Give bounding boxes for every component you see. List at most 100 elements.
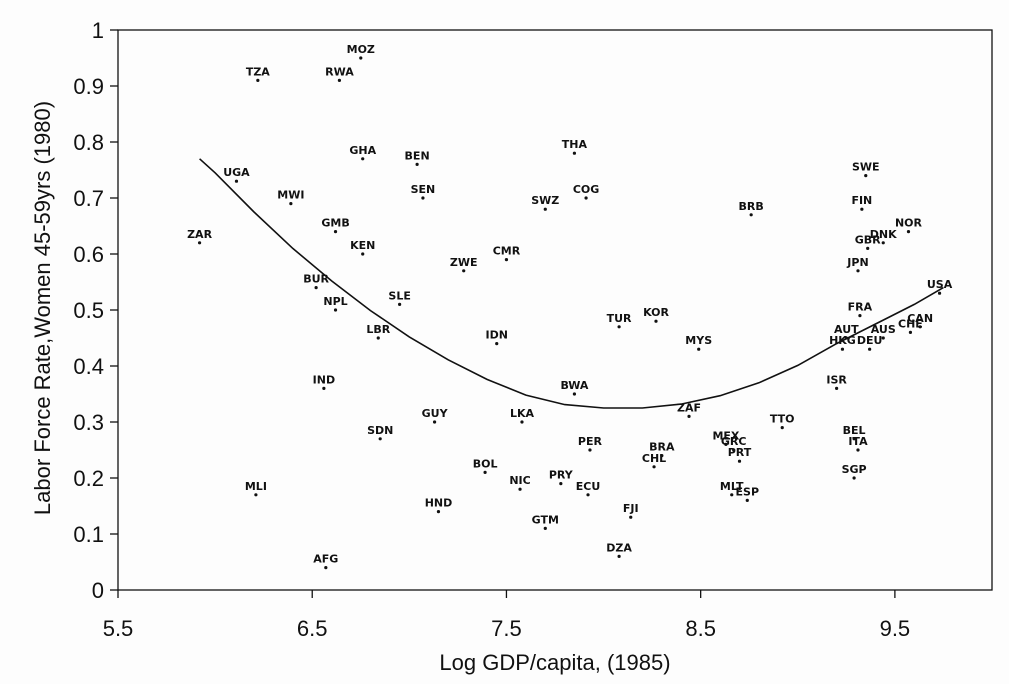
y-tick-label: 0.7	[73, 186, 104, 211]
point-label: FJI	[623, 502, 639, 515]
point-label: MWI	[277, 189, 304, 202]
point-label: DNK	[870, 228, 897, 241]
y-tick-label: 0.8	[73, 130, 104, 155]
data-point	[844, 336, 848, 340]
point-label: GUY	[422, 407, 449, 420]
point-label: SWZ	[531, 194, 559, 207]
data-point	[737, 459, 742, 463]
data-point	[314, 286, 318, 290]
data-point	[586, 493, 590, 497]
data-point	[462, 269, 466, 273]
data-point	[234, 179, 239, 183]
data-point	[745, 498, 749, 502]
point-label: PRT	[728, 446, 752, 459]
point-label: DEU	[857, 334, 883, 347]
data-point	[858, 314, 862, 318]
point-label: SWE	[852, 161, 880, 174]
x-axis: 5.5 6.5 7.5 8.5 9.5	[103, 590, 910, 641]
data-point	[866, 246, 870, 250]
point-label: BEN	[405, 149, 430, 162]
point-label: BRA	[649, 441, 675, 454]
point-label: SLE	[388, 289, 410, 302]
point-label: ISR	[826, 373, 847, 386]
data-point	[780, 426, 784, 430]
data-point	[415, 162, 419, 166]
data-point	[483, 470, 487, 474]
point-label: UGA	[223, 166, 250, 179]
data-point	[361, 252, 365, 256]
data-point	[436, 510, 441, 514]
data-point	[724, 442, 728, 446]
data-point	[732, 448, 736, 452]
data-point	[518, 487, 522, 491]
y-tick-label: 0.3	[73, 410, 104, 435]
x-tick-label: 6.5	[297, 616, 328, 641]
data-point	[504, 258, 509, 262]
data-point	[908, 330, 913, 334]
point-label: MLT	[720, 480, 744, 493]
point-label: BRB	[739, 200, 764, 213]
point-label: TZA	[246, 65, 270, 78]
y-axis: 0 0.1 0.2 0.3 0.4 0.5 0.6 0.7 0.8 0.9 1	[73, 18, 118, 603]
point-label: JPN	[846, 256, 868, 269]
point-label: AUT	[834, 323, 859, 336]
point-label: GBR	[855, 233, 881, 246]
point-label: HKG	[829, 334, 856, 347]
point-label: IDN	[486, 329, 508, 342]
point-label: ECU	[576, 480, 601, 493]
point-label: KEN	[350, 239, 375, 252]
data-point	[559, 482, 563, 486]
data-point	[398, 302, 402, 306]
data-point	[937, 291, 942, 295]
point-label: MYS	[685, 334, 712, 347]
y-tick-label: 0.4	[73, 354, 104, 379]
data-point	[864, 174, 868, 178]
data-point	[881, 241, 885, 245]
data-point	[652, 465, 656, 469]
point-label: GTM	[532, 513, 559, 526]
data-point	[856, 448, 860, 452]
point-label: SGP	[842, 463, 867, 476]
data-point	[906, 230, 911, 234]
point-label: CHL	[642, 452, 666, 465]
data-point	[289, 202, 293, 206]
y-axis-label: Labor Force Rate,Women 45-59yrs (1980)	[30, 101, 55, 515]
point-label: ZAR	[187, 228, 212, 241]
y-tick-label: 0.1	[73, 522, 104, 547]
point-label: BUR	[303, 273, 329, 286]
point-label: CMR	[493, 245, 521, 258]
data-point	[629, 515, 633, 519]
point-label: IND	[313, 373, 335, 386]
point-label: NPL	[323, 295, 347, 308]
point-label: GHA	[349, 144, 376, 157]
data-point	[324, 566, 328, 570]
point-label: BWA	[560, 379, 588, 392]
data-point	[835, 386, 839, 390]
point-label: ZWE	[450, 256, 478, 269]
data-point	[749, 213, 753, 217]
data-point	[572, 151, 577, 155]
data-point	[918, 325, 922, 329]
data-point	[333, 230, 338, 234]
data-point	[660, 454, 664, 458]
data-point	[617, 554, 621, 559]
data-point	[543, 526, 547, 531]
x-axis-label: Log GDP/capita, (1985)	[439, 650, 670, 675]
point-label: CAN	[907, 312, 933, 325]
fitted-curve	[199, 158, 944, 409]
data-point	[378, 437, 382, 441]
y-tick-label: 0.9	[73, 74, 104, 99]
point-label: PRY	[549, 469, 574, 482]
point-label: THA	[562, 138, 588, 151]
data-point	[337, 78, 342, 82]
data-point	[852, 437, 856, 441]
data-point	[860, 207, 864, 211]
y-tick-label: 0.5	[73, 298, 104, 323]
point-label: FRA	[848, 301, 873, 314]
data-point	[584, 196, 588, 200]
point-label: LKA	[510, 407, 535, 420]
x-tick-label: 8.5	[685, 616, 716, 641]
point-label: MOZ	[347, 43, 375, 56]
